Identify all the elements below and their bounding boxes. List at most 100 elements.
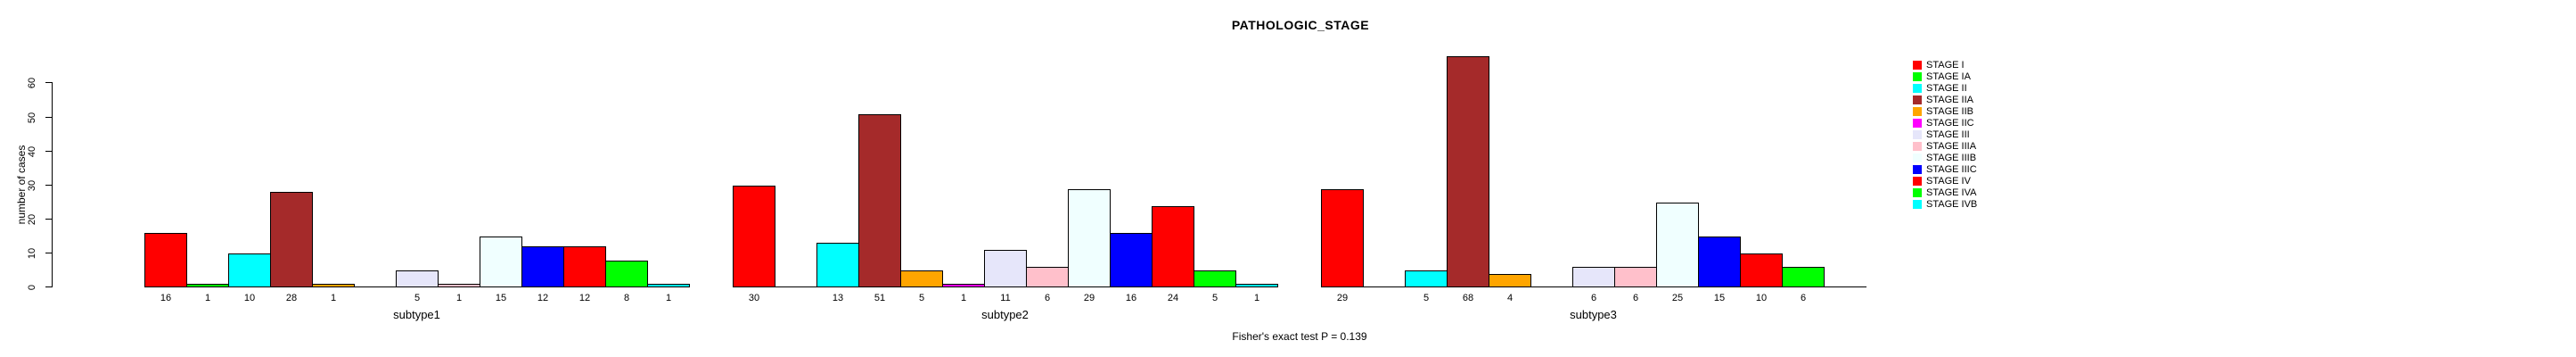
bar [1572,267,1615,287]
bar [1489,274,1531,287]
bar [270,192,313,287]
bar [144,233,187,287]
y-tick-label: 50 [27,112,37,124]
bar-value-label: 1 [204,293,211,303]
bar [1026,267,1069,287]
bar [605,261,648,287]
legend-label: STAGE IIC [1926,118,1974,129]
y-tick-label: 60 [27,77,37,89]
legend-label: STAGE I [1926,60,1965,71]
bar-value-label: 16 [160,293,172,303]
bar-value-label: 10 [243,293,256,303]
bar-value-label: 8 [623,293,630,303]
legend-label: STAGE IIIC [1926,164,1977,175]
legend-swatch [1913,119,1922,128]
bar [816,243,859,287]
fisher-test-note: Fisher's exact test P = 0.139 [1232,330,1367,343]
legend-swatch [1913,154,1922,162]
bar [1614,267,1657,287]
bar-value-label: 5 [414,293,421,303]
bar-value-label: 10 [1755,293,1768,303]
bar-value-label: 1 [330,293,337,303]
bar-value-label: 6 [1800,293,1807,303]
zero-height-bar [354,286,397,287]
bar [186,284,229,287]
bar [984,250,1027,287]
bar [1698,237,1741,287]
legend-swatch [1913,72,1922,81]
bar [438,284,480,287]
zero-height-bar [775,286,817,287]
bar [733,186,775,287]
bar-value-label: 24 [1167,293,1179,303]
bar [647,284,690,287]
bar-value-label: 13 [832,293,844,303]
bar-value-label: 1 [455,293,463,303]
legend-label: STAGE IIA [1926,95,1973,105]
bar-value-label: 5 [918,293,925,303]
legend-swatch [1913,95,1922,104]
bar-value-label: 15 [495,293,507,303]
bar [480,237,522,287]
legend-swatch [1913,177,1922,186]
y-axis-title: number of cases [15,145,28,225]
zero-height-bar [1824,286,1866,287]
chart-title: PATHOLOGIC_STAGE [1231,18,1370,32]
group-label-subtype1: subtype1 [393,308,440,321]
bar-value-label: 29 [1336,293,1349,303]
zero-height-bar [1530,286,1573,287]
bar-value-label: 4 [1506,293,1514,303]
legend-label: STAGE IA [1926,71,1971,82]
y-tick-label: 30 [27,179,37,192]
legend-label: STAGE IIIA [1926,141,1977,152]
bar-value-label: 6 [1590,293,1597,303]
bar-value-label: 15 [1713,293,1726,303]
bar-value-label: 16 [1125,293,1137,303]
bar [1110,233,1153,287]
legend-label: STAGE IIIB [1926,153,1977,163]
y-tick-mark [45,185,53,186]
legend-label: STAGE IVB [1926,199,1978,210]
y-tick-mark [45,117,53,118]
bar [563,246,606,287]
legend-swatch [1913,165,1922,174]
bar [1068,189,1111,287]
legend-label: STAGE IIB [1926,106,1973,117]
bar [1405,270,1448,287]
y-tick-mark [45,82,53,83]
zero-height-bar [1363,286,1406,287]
y-tick-label: 40 [27,145,37,158]
y-tick-label: 10 [27,247,37,260]
bar-value-label: 1 [960,293,967,303]
legend-swatch [1913,84,1922,93]
bar [1194,270,1236,287]
y-tick-mark [45,219,53,220]
bar [396,270,439,287]
bar [312,284,355,287]
y-tick-label: 0 [27,284,37,291]
bar [228,253,271,287]
bar-value-label: 6 [1632,293,1639,303]
group-label-subtype2: subtype2 [981,308,1029,321]
bar [900,270,943,287]
bar [1782,267,1825,287]
bar-value-label: 5 [1211,293,1218,303]
legend-swatch [1913,107,1922,116]
group-label-subtype3: subtype3 [1570,308,1617,321]
bar-value-label: 12 [578,293,591,303]
legend-swatch [1913,188,1922,197]
legend-label: STAGE IVA [1926,187,1977,198]
bar [1447,56,1489,287]
bar [858,114,901,287]
legend-swatch [1913,142,1922,151]
bar [942,284,985,287]
bar-value-label: 1 [1253,293,1260,303]
legend-label: STAGE III [1926,129,1970,140]
y-tick-mark [45,151,53,152]
bar-value-label: 6 [1044,293,1051,303]
legend-swatch [1913,200,1922,209]
bar-value-label: 1 [665,293,672,303]
legend-swatch [1913,130,1922,139]
bar-value-label: 5 [1423,293,1430,303]
